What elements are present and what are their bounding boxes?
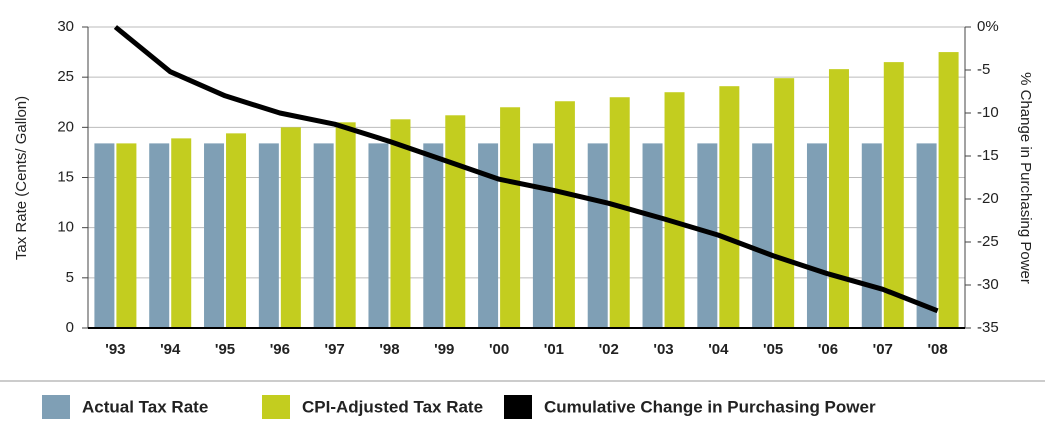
bar (532, 143, 553, 328)
bar (587, 143, 608, 328)
x-tick-label: '93 (105, 341, 125, 358)
y2-tick-label: 0% (977, 18, 999, 35)
bar (335, 122, 356, 328)
bar (916, 143, 937, 328)
y-axis-title: Tax Rate (Cents/ Gallon) (13, 96, 30, 260)
bar (642, 143, 663, 328)
bar (697, 143, 718, 328)
y-tick-label: 5 (66, 269, 74, 286)
bar (423, 143, 444, 328)
y2-tick-label: -15 (977, 147, 999, 164)
x-tick-label: '04 (708, 341, 729, 358)
bar (938, 52, 959, 328)
bar (806, 143, 827, 328)
x-tick-label: '02 (599, 341, 619, 358)
bar (149, 143, 170, 328)
y-tick-label: 20 (57, 118, 74, 135)
bar (478, 143, 499, 328)
bar (204, 143, 225, 328)
x-tick-label: '96 (270, 341, 290, 358)
bar (774, 78, 795, 328)
x-tick-label: '97 (325, 341, 345, 358)
bar (116, 143, 137, 328)
x-tick-label: '94 (160, 341, 181, 358)
y2-tick-label: -20 (977, 190, 999, 207)
x-tick-label: '01 (544, 341, 564, 358)
x-tick-label: '00 (489, 341, 509, 358)
legend-label: Actual Tax Rate (82, 397, 208, 416)
bar (752, 143, 773, 328)
y-tick-label: 15 (57, 168, 74, 185)
y2-tick-label: -10 (977, 104, 999, 121)
y-tick-label: 0 (66, 319, 74, 336)
bar (719, 86, 740, 329)
y-tick-label: 25 (57, 68, 74, 85)
bar (226, 133, 247, 328)
line (113, 25, 939, 314)
y2-tick-label: -30 (977, 276, 999, 293)
x-tick-label: '95 (215, 341, 235, 358)
bar (94, 143, 115, 328)
bar (390, 119, 411, 328)
bar (313, 143, 334, 328)
bar (171, 138, 192, 328)
bar (828, 69, 849, 328)
legend-swatch (262, 395, 290, 419)
y2-tick-label: -5 (977, 61, 990, 78)
x-tick-label: '05 (763, 341, 783, 358)
bar (609, 97, 630, 328)
x-tick-label: '03 (653, 341, 673, 358)
x-tick-label: '98 (379, 341, 399, 358)
bar (664, 92, 685, 328)
bar (258, 143, 279, 328)
x-tick-label: '06 (818, 341, 838, 358)
bar (500, 107, 521, 329)
legend-swatch (42, 395, 70, 419)
bar (861, 143, 882, 328)
bar (445, 115, 466, 328)
y2-axis-title: % Change in Purchasing Power (1017, 72, 1034, 284)
bar (554, 101, 575, 328)
x-tick-label: '99 (434, 341, 454, 358)
legend-label: Cumulative Change in Purchasing Power (544, 397, 876, 416)
bar (368, 143, 389, 328)
bar (280, 127, 301, 328)
y2-tick-label: -35 (977, 319, 999, 336)
x-tick-label: '07 (873, 341, 893, 358)
y-tick-label: 30 (57, 18, 74, 35)
y-tick-label: 10 (57, 219, 74, 236)
y2-tick-label: -25 (977, 233, 999, 250)
legend-swatch (504, 395, 532, 419)
bar (883, 62, 904, 328)
x-tick-label: '08 (927, 341, 947, 358)
legend-label: CPI-Adjusted Tax Rate (302, 397, 483, 416)
